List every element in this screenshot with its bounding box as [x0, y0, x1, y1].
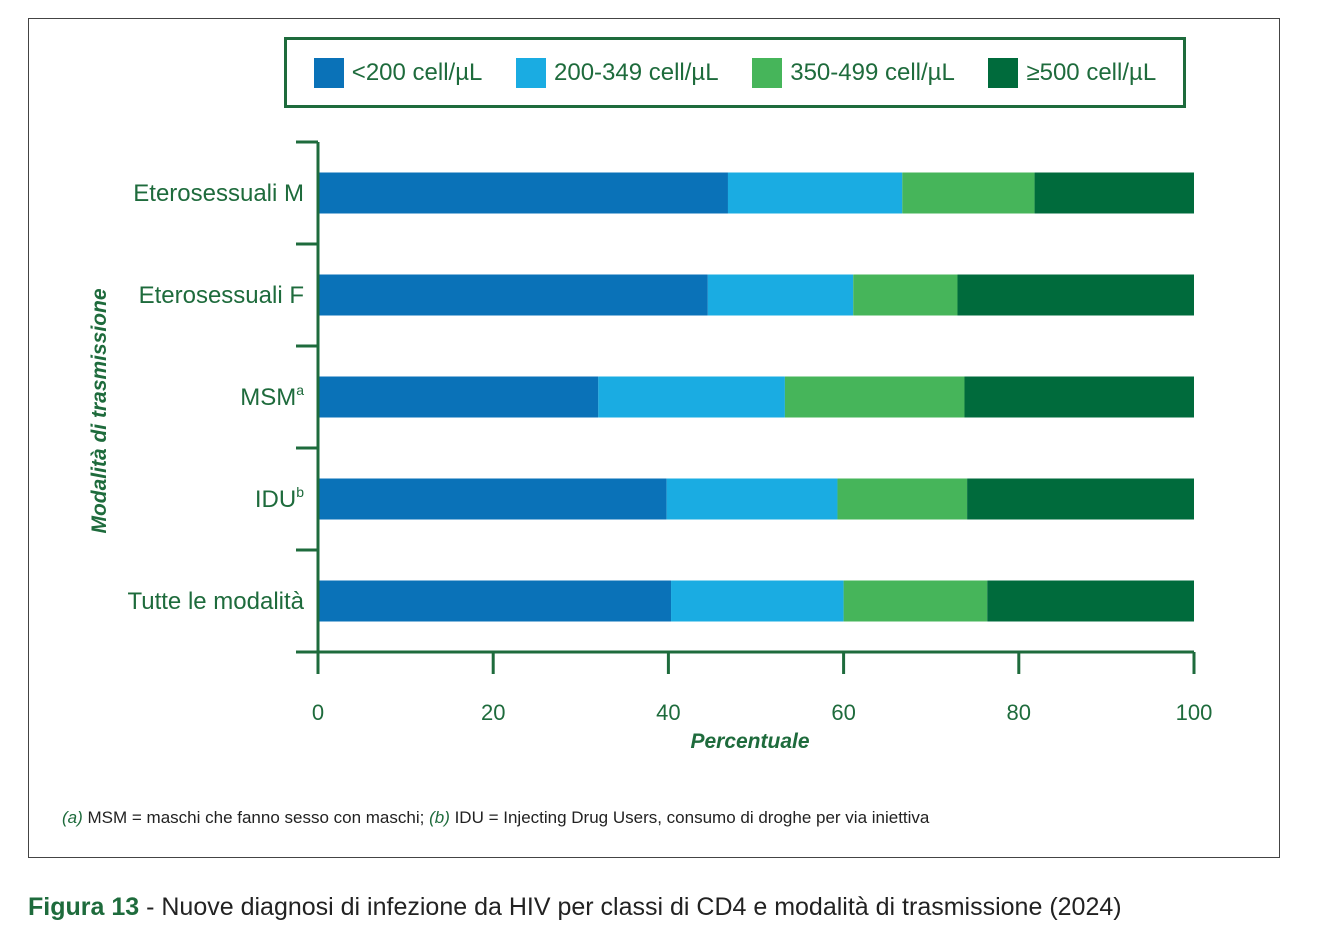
x-tick-label: 0 — [312, 700, 324, 725]
bar-segment — [318, 274, 708, 316]
bar-segment — [318, 172, 728, 214]
legend-item-lt200: <200 cell/µL — [313, 57, 483, 88]
bar-segment — [837, 478, 968, 520]
bar-segment — [707, 274, 854, 316]
category-label: MSMa — [240, 382, 304, 411]
bar-segment — [853, 274, 958, 316]
bar-segment — [318, 376, 599, 418]
bar-segment — [964, 376, 1194, 418]
x-tick-label: 40 — [656, 700, 680, 725]
legend-swatch-lt200 — [313, 57, 344, 88]
x-tick-label: 20 — [481, 700, 505, 725]
footnote-b-text: IDU = Injecting Drug Users, consumo di d… — [449, 808, 930, 827]
legend-label-200-349: 200-349 cell/µL — [554, 58, 719, 86]
footnote-b-marker: (b) — [429, 808, 450, 827]
bar-segment — [843, 580, 988, 622]
x-axis-title: Percentuale — [690, 730, 809, 753]
bar-segment — [666, 478, 838, 520]
legend-label-350-499: 350-499 cell/µL — [790, 58, 955, 86]
legend-swatch-350-499 — [752, 57, 783, 88]
bar-segment — [671, 580, 844, 622]
legend-item-350-499: 350-499 cell/µL — [752, 57, 955, 88]
bar-segment — [1034, 172, 1194, 214]
x-tick-label: 100 — [1176, 700, 1213, 725]
bar-segment — [598, 376, 785, 418]
legend-item-ge500: ≥500 cell/µL — [988, 57, 1157, 88]
bar-segment — [902, 172, 1035, 214]
caption-text: - Nuove diagnosi di infezione da HIV per… — [139, 893, 1122, 921]
category-label: IDUb — [255, 484, 304, 513]
y-axis-title: Modalità di trasmissione — [88, 288, 111, 533]
bar-segment — [784, 376, 965, 418]
bar-segment — [957, 274, 1194, 316]
footnote-a-text: MSM = maschi che fanno sesso con maschi; — [82, 808, 430, 827]
bar-segment — [727, 172, 903, 214]
figure-frame — [28, 18, 1280, 858]
x-tick-label: 80 — [1007, 700, 1031, 725]
category-label: Eterosessuali F — [139, 282, 304, 309]
legend-label-ge500: ≥500 cell/µL — [1026, 58, 1157, 86]
category-label: Tutte le modalità — [127, 588, 304, 615]
figure-caption: Figura 13 - Nuove diagnosi di infezione … — [28, 893, 1122, 922]
bar-segment — [967, 478, 1194, 520]
footnote-a-marker: (a) — [62, 808, 83, 827]
x-tick-label: 60 — [831, 700, 855, 725]
chart-legend: <200 cell/µL 200-349 cell/µL 350-499 cel… — [284, 37, 1186, 108]
legend-item-200-349: 200-349 cell/µL — [516, 57, 719, 88]
figure-label: Figura 13 — [28, 893, 140, 921]
footnote: (a) MSM = maschi che fanno sesso con mas… — [62, 808, 929, 828]
bar-segment — [987, 580, 1194, 622]
bar-segment — [318, 478, 667, 520]
legend-swatch-200-349 — [516, 57, 546, 88]
legend-label-lt200: <200 cell/µL — [351, 58, 483, 86]
legend-swatch-ge500 — [988, 57, 1019, 88]
bar-segment — [318, 580, 672, 622]
category-label: Eterosessuali M — [133, 180, 304, 207]
